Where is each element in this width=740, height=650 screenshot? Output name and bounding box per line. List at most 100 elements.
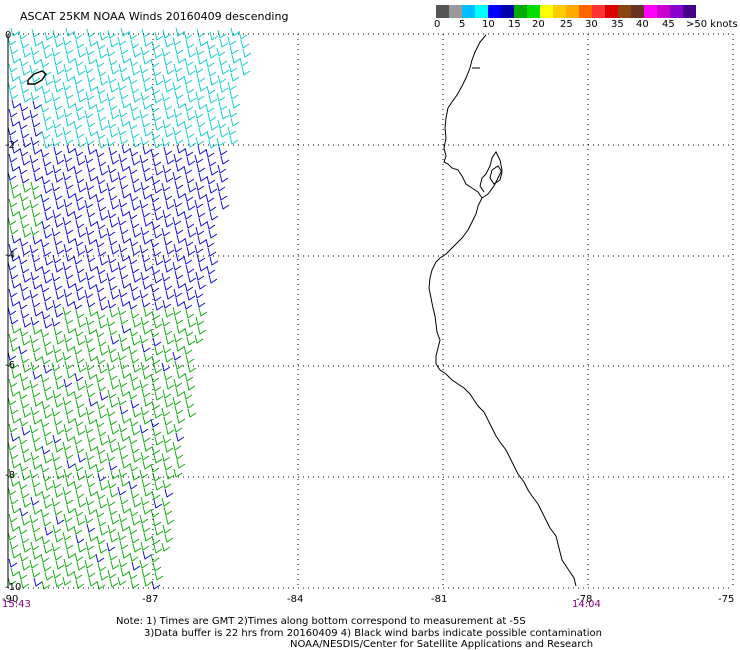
wind-barb: [75, 399, 85, 409]
wind-barb: [75, 39, 85, 49]
wind-barb: [216, 47, 226, 57]
scale-label: 40: [636, 19, 649, 30]
wind-barb: [64, 315, 74, 325]
x-tick-label: -78: [576, 594, 592, 605]
wind-barb: [165, 245, 175, 255]
wind-barb: [98, 409, 108, 419]
wind-barb: [184, 237, 194, 247]
wind-barb: [19, 147, 29, 157]
wind-barb: [129, 507, 139, 517]
wind-barb: [109, 578, 119, 588]
wind-barb: [165, 155, 175, 165]
wind-barb: [143, 577, 153, 587]
wind-barb: [162, 209, 172, 219]
wind-barb: [106, 182, 116, 192]
wind-barb: [95, 148, 105, 158]
wind-barb: [128, 300, 138, 310]
wind-barb: [130, 174, 140, 184]
wind-barb: [196, 298, 206, 308]
wind-barb: [77, 228, 87, 238]
wind-barb: [21, 291, 31, 301]
wind-barb: [118, 63, 128, 73]
wind-barb: [74, 57, 84, 67]
wind-barb: [121, 279, 131, 289]
wind-speed-scale: 0 5 10 15 20 25 30 35 40 45 >50 knots: [434, 5, 740, 32]
wind-barb: [98, 454, 108, 464]
wind-barb: [172, 36, 182, 46]
wind-barb: [175, 72, 185, 82]
wind-barb: [108, 551, 118, 561]
wind-barb: [185, 129, 195, 139]
wind-barb: [139, 424, 149, 434]
wind-barb: [131, 66, 141, 76]
wind-barb: [22, 498, 32, 508]
wind-barb: [150, 463, 160, 473]
wind-barb: [20, 129, 30, 139]
wind-barb: [96, 310, 106, 320]
time-right: 14:04: [572, 599, 601, 610]
wind-barb: [7, 576, 17, 586]
wind-barb: [41, 400, 51, 410]
wind-barb: [32, 505, 42, 515]
wind-barb: [229, 90, 239, 100]
wind-barb: [120, 252, 130, 262]
wind-barb: [143, 307, 153, 317]
wind-barb: [197, 100, 207, 110]
wind-barb: [29, 64, 39, 74]
scale-swatch: [631, 5, 644, 18]
wind-barb: [65, 162, 75, 172]
wind-barb: [162, 254, 172, 264]
wind-barb: [52, 344, 62, 354]
wind-barb: [55, 65, 65, 75]
wind-barb: [52, 164, 62, 174]
wind-barb: [219, 173, 229, 183]
wind-barb: [98, 544, 108, 554]
wind-barb: [52, 74, 62, 84]
wind-barb: [40, 283, 50, 293]
wind-barb: [219, 128, 229, 138]
wind-barb: [9, 180, 19, 190]
wind-barb: [99, 571, 109, 581]
wind-barb: [176, 279, 186, 289]
wind-barb: [165, 200, 175, 210]
wind-barb: [139, 154, 149, 164]
wind-barb: [153, 409, 163, 419]
wind-barb: [86, 73, 96, 83]
wind-barb: [53, 506, 63, 516]
wind-barb: [99, 391, 109, 401]
wind-barb: [29, 514, 39, 524]
wind-barb: [110, 425, 120, 435]
wind-barb: [143, 37, 153, 47]
wind-barb: [150, 58, 160, 68]
wind-barb: [18, 210, 28, 220]
wind-barb: [76, 156, 86, 166]
wind-barb: [66, 504, 76, 514]
wind-barb: [229, 45, 239, 55]
wind-barb: [227, 126, 237, 136]
wind-barb: [130, 399, 140, 409]
wind-barb: [53, 371, 63, 381]
wind-barb: [184, 147, 194, 157]
wind-barb: [151, 490, 161, 500]
wind-barb: [21, 561, 31, 571]
wind-barb: [239, 57, 249, 67]
wind-barb: [216, 92, 226, 102]
wind-barb: [209, 166, 219, 176]
wind-barb: [18, 165, 28, 175]
wind-barb: [163, 191, 173, 201]
wind-barb: [206, 40, 216, 50]
wind-barb: [18, 300, 28, 310]
wind-barb: [73, 345, 83, 355]
wind-barb: [55, 515, 65, 525]
wind-barb: [88, 217, 98, 227]
wind-barb: [86, 523, 96, 533]
wind-barb: [99, 76, 109, 86]
wind-barb: [163, 506, 173, 516]
wind-barb: [77, 453, 87, 463]
wind-barb: [198, 37, 208, 47]
wind-barb: [153, 139, 163, 149]
wind-barb: [42, 472, 52, 482]
wind-barb: [209, 31, 219, 41]
wind-barb: [43, 499, 53, 509]
wind-barb: [29, 424, 39, 434]
